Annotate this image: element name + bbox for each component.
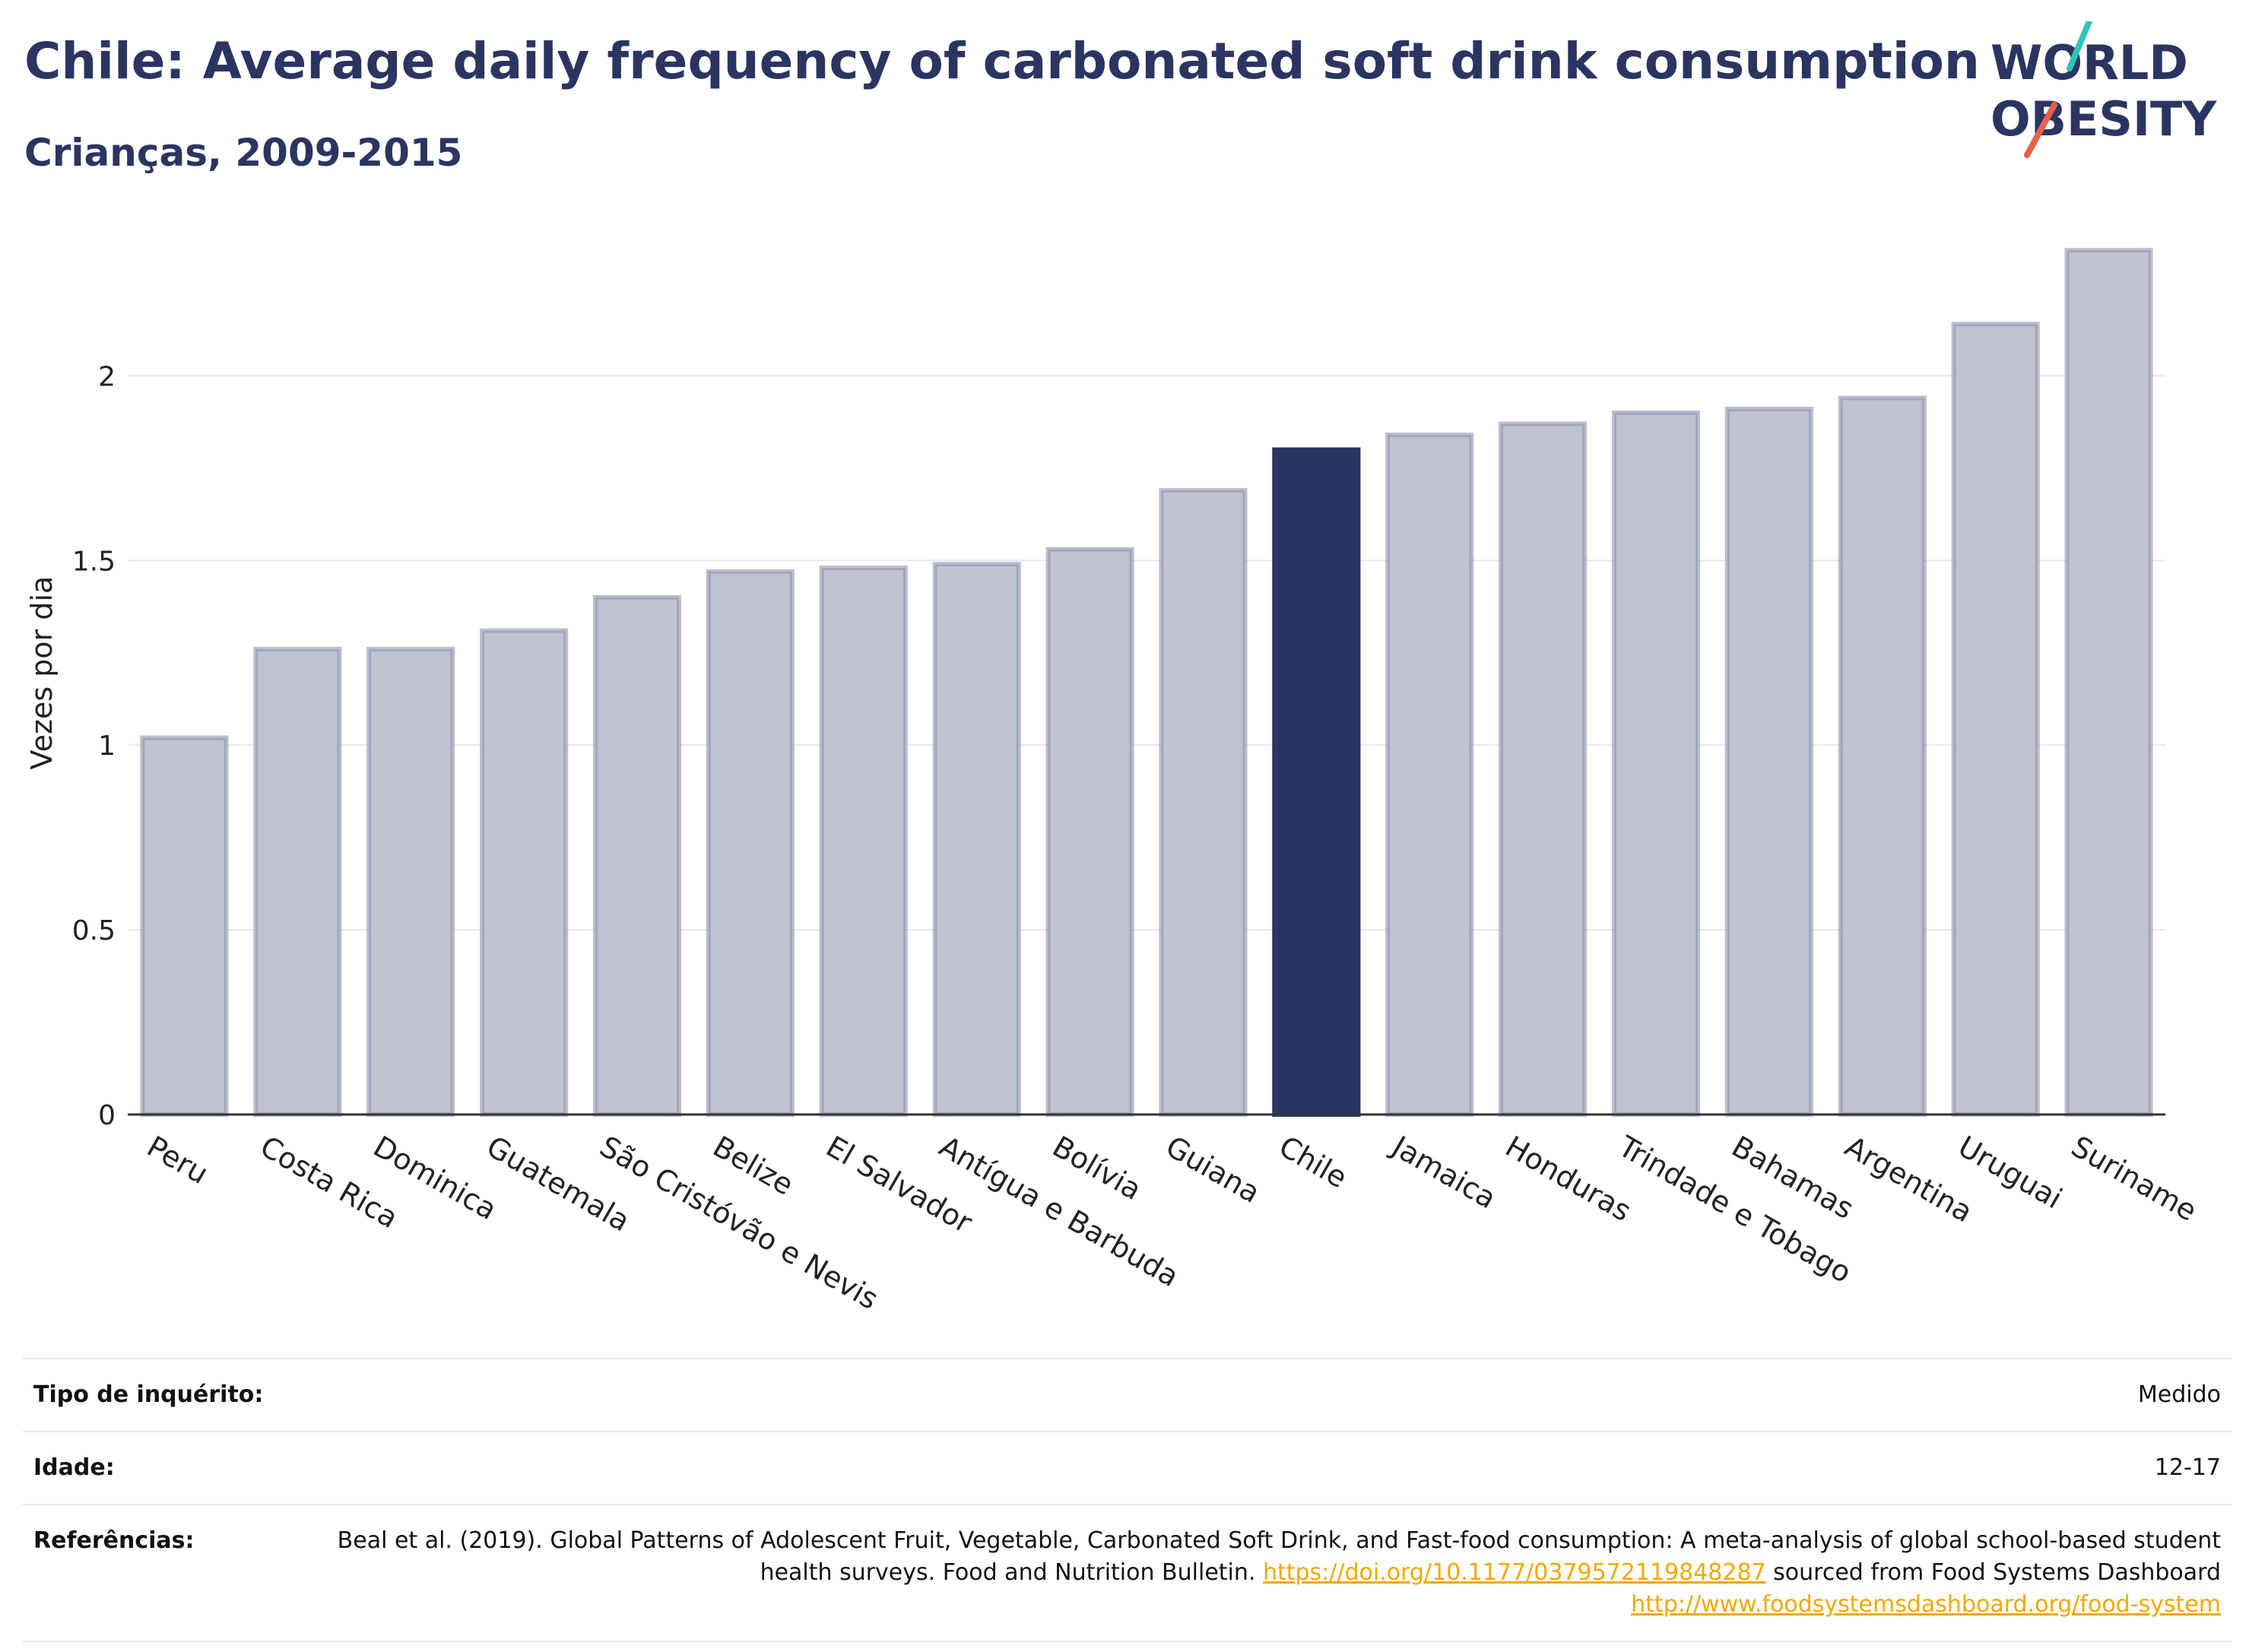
y-tick-label: 0 [98,1100,116,1131]
bar-bahamas [1724,407,1813,1117]
x-tick-label: Honduras [1500,1130,1637,1229]
bar-dominica [366,646,455,1117]
x-tick-label: Peru [141,1130,214,1191]
chart-title: Chile: Average daily frequency of carbon… [24,32,1980,90]
y-axis-label: Vezes por dia [25,576,59,770]
x-tick-label: Chile [1274,1130,1353,1195]
x-tick-label: Argentina [1839,1130,1978,1229]
x-tick-label: Suriname [2066,1130,2203,1228]
x-tick-label: Jamaica [1385,1129,1502,1216]
bar-costa-rica [253,646,342,1117]
bar-el-salvador [819,565,908,1117]
doi-link[interactable]: https://doi.org/10.1177/0379572119848287 [1262,1559,1766,1586]
reference-text-1: Beal et al. (2019). Global Patterns of A… [337,1527,2221,1586]
bar-honduras [1499,421,1588,1117]
survey-type-row: Tipo de inquérito: Medido [23,1358,2232,1432]
bar-belize [706,569,795,1117]
bar-s-o-crist-v-o-e-nevis [592,595,682,1117]
survey-type-label: Tipo de inquérito: [23,1358,303,1432]
survey-type-value: Medido [303,1358,2232,1432]
references-row: Referências: Beal et al. (2019). Global … [23,1504,2232,1642]
logo-line1: WORLD [1990,35,2188,90]
y-tick-label: 0.5 [72,915,116,946]
chart-subtitle: Crianças, 2009-2015 [24,131,463,175]
age-row: Idade: 12-17 [23,1431,2232,1505]
bar-suriname [2064,248,2153,1117]
bar-chile [1272,447,1361,1117]
x-tick-label: Belize [707,1130,799,1202]
bar-guatemala [480,628,569,1117]
bar-bol-via [1045,547,1134,1117]
bar-argentina [1838,395,1927,1117]
age-value: 12-17 [303,1431,2232,1505]
logo-line2: OBESITY [1990,91,2217,147]
logo-slash-top [2067,21,2092,71]
gridlines [128,375,2165,931]
logo-slash-bottom [2024,102,2057,158]
details-table: Tipo de inquérito: Medido Idade: 12-17 R… [23,1358,2232,1642]
age-label: Idade: [23,1431,303,1505]
y-tick-label: 1.5 [72,546,116,577]
references-label: Referências: [23,1504,303,1642]
bar-guiana [1159,487,1248,1117]
food-systems-dashboard-link[interactable]: http://www.foodsystemsdashboard.org/food… [1631,1591,2221,1618]
bars [140,248,2153,1118]
references-value: Beal et al. (2019). Global Patterns of A… [303,1504,2232,1642]
world-obesity-logo: WORLD OBESITY [1990,21,2217,158]
y-tick-label: 1 [98,731,116,762]
bar-uruguai [1951,322,2040,1118]
bar-ant-gua-e-barbuda [932,562,1021,1117]
y-tick-label: 2 [98,361,116,392]
reference-text-2: sourced from Food Systems Dashboard [1765,1559,2221,1586]
x-tick-label: Guiana [1160,1130,1266,1210]
bar-trindade-e-tobago [1611,410,1701,1117]
bar-jamaica [1385,433,1474,1117]
bar-peru [140,735,229,1117]
